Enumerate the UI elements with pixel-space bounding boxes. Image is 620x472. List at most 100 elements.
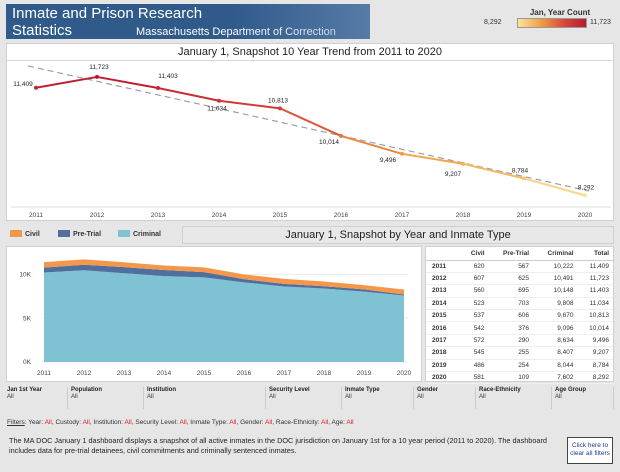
table-cell: 606 bbox=[488, 309, 534, 323]
header-banner: Inmate and Prison Research Statistics Ma… bbox=[6, 4, 370, 39]
table-row[interactable]: 2017 572 290 8,634 9,496 bbox=[426, 334, 613, 348]
data-label: 11,409 bbox=[13, 81, 33, 88]
table-cell: 581 bbox=[462, 371, 489, 385]
filter-jan-1st-year[interactable]: Jan 1st Year All bbox=[6, 387, 68, 409]
filter-value: All bbox=[555, 394, 562, 400]
table-cell: 9,096 bbox=[533, 321, 578, 335]
table-cell: 2014 bbox=[426, 297, 463, 311]
x-tick-label: 2016 bbox=[334, 212, 349, 219]
y-tick-label: 0K bbox=[23, 359, 32, 366]
table-cell: 11,409 bbox=[577, 260, 613, 273]
table-row[interactable]: 2020 581 109 7,602 8,292 bbox=[426, 371, 613, 385]
data-point bbox=[95, 74, 99, 79]
filter-value: All bbox=[7, 394, 14, 400]
table-cell: 10,222 bbox=[533, 260, 578, 273]
table-cell: 2017 bbox=[426, 334, 463, 348]
table-row[interactable]: 2013 560 695 10,148 11,403 bbox=[426, 284, 613, 298]
filter-label: Jan 1st Year bbox=[7, 387, 42, 393]
filter-value: All bbox=[71, 394, 78, 400]
data-label: 11,403 bbox=[158, 73, 178, 80]
trend-chart[interactable]: 11,409 2011 11,723 2012 11,403 2013 11,034 2014… bbox=[7, 44, 615, 222]
filter-security-level[interactable]: Security Level All bbox=[268, 387, 342, 409]
line-segment bbox=[157, 86, 220, 102]
trend-chart-panel: 11,409 2011 11,723 2012 11,403 2013 11,034 2014… bbox=[6, 43, 614, 221]
filter-race-ethnicity[interactable]: Race-Ethnicity All bbox=[478, 387, 552, 409]
line-segment bbox=[96, 75, 159, 89]
app-title-line1: Inmate and Prison Research bbox=[12, 5, 203, 22]
x-tick-label: 2018 bbox=[456, 212, 471, 219]
table-cell: 10,014 bbox=[577, 321, 613, 335]
table-row[interactable]: 2018 545 255 8,407 9,207 bbox=[426, 346, 613, 360]
table-header-cell: Pre-Trial bbox=[488, 247, 534, 261]
table-cell: 254 bbox=[488, 359, 534, 373]
table-cell: 620 bbox=[462, 260, 489, 273]
filter-label: Population bbox=[71, 387, 102, 393]
x-tick-label: 2011 bbox=[29, 212, 43, 219]
table-cell: 255 bbox=[488, 346, 534, 360]
table-cell: 10,491 bbox=[533, 272, 578, 286]
table-cell: 542 bbox=[462, 321, 489, 335]
table-row[interactable]: 2014 523 703 9,808 11,034 bbox=[426, 297, 613, 311]
table-cell: 10,813 bbox=[577, 309, 613, 323]
filter-summary-key: Race-Ethnicity: bbox=[275, 419, 322, 426]
table-header-cell bbox=[426, 247, 463, 261]
filter-population[interactable]: Population All bbox=[70, 387, 144, 409]
table-row[interactable]: 2015 537 606 9,670 10,813 bbox=[426, 309, 613, 323]
filter-summary-key: Custody: bbox=[55, 419, 83, 426]
table-cell: 9,496 bbox=[577, 334, 613, 348]
summary-table: Civil Pre-Trial Criminal Total 2011 620 567 10… bbox=[426, 247, 613, 385]
table-cell: 2015 bbox=[426, 309, 463, 323]
legend-item-civil[interactable]: Civil bbox=[10, 230, 40, 238]
table-cell: 8,784 bbox=[577, 359, 613, 373]
table-cell: 11,723 bbox=[577, 272, 613, 286]
line-segment bbox=[340, 134, 403, 155]
line-segment bbox=[35, 75, 98, 89]
line-segment bbox=[279, 107, 342, 137]
legend-item-criminal[interactable]: Criminal bbox=[118, 230, 161, 238]
filter-age-group[interactable]: Age Group All bbox=[554, 387, 614, 409]
table-cell: 9,670 bbox=[533, 309, 578, 323]
table-cell: 486 bbox=[462, 359, 489, 373]
legend-swatch-civil bbox=[10, 230, 22, 237]
filter-label: Institution bbox=[147, 387, 176, 393]
filter-summary-value: All bbox=[346, 419, 354, 426]
table-cell: 625 bbox=[488, 272, 534, 286]
filter-value: All bbox=[417, 394, 424, 400]
table-row[interactable]: 2019 486 254 8,044 8,784 bbox=[426, 359, 613, 373]
area-chart[interactable]: 0K 5K 10K 2011 2012 2013 2014 2015 2016 2017 2018 2… bbox=[7, 247, 423, 383]
filter-summary-value: All bbox=[265, 419, 273, 426]
x-tick-label: 2011 bbox=[37, 370, 51, 377]
x-tick-label: 2014 bbox=[157, 370, 172, 377]
x-tick-label: 2019 bbox=[517, 212, 532, 219]
table-row[interactable]: 2012 607 625 10,491 11,723 bbox=[426, 272, 613, 286]
x-tick-label: 2013 bbox=[151, 212, 166, 219]
filter-institution[interactable]: Institution All bbox=[146, 387, 266, 409]
filter-bar: Jan 1st Year All Population All Institution A… bbox=[6, 387, 614, 409]
x-tick-label: 2020 bbox=[397, 370, 412, 377]
filter-summary-value: All bbox=[179, 419, 187, 426]
color-legend-min: 8,292 bbox=[484, 19, 502, 26]
x-tick-label: 2019 bbox=[357, 370, 372, 377]
table-header-row: Civil Pre-Trial Criminal Total bbox=[426, 247, 613, 261]
table-row[interactable]: 2016 542 376 9,096 10,014 bbox=[426, 321, 613, 335]
table-row[interactable]: 2011 620 567 10,222 11,409 bbox=[426, 260, 613, 273]
table-cell: 537 bbox=[462, 309, 489, 323]
table-cell: 8,292 bbox=[577, 371, 613, 385]
clear-filters-button[interactable]: Click here to clear all filters bbox=[567, 437, 613, 464]
legend-item-pretrial[interactable]: Pre-Trial bbox=[58, 230, 101, 238]
data-point bbox=[156, 85, 160, 90]
filter-summary-key: Year: bbox=[28, 419, 45, 426]
line-segment bbox=[462, 162, 525, 180]
x-tick-label: 2013 bbox=[117, 370, 132, 377]
table-cell: 290 bbox=[488, 334, 534, 348]
x-tick-label: 2016 bbox=[237, 370, 252, 377]
inmate-type-title: January 1, Snapshot by Year and Inmate T… bbox=[182, 226, 614, 244]
table-cell: 2016 bbox=[426, 321, 463, 335]
filter-inmate-type[interactable]: Inmate Type All bbox=[344, 387, 414, 409]
table-cell: 8,634 bbox=[533, 334, 578, 348]
table-cell: 109 bbox=[488, 371, 534, 385]
filter-gender[interactable]: Gender All bbox=[416, 387, 476, 409]
filter-value: All bbox=[479, 394, 486, 400]
filter-label: Race-Ethnicity bbox=[479, 387, 521, 393]
table-cell: 2019 bbox=[426, 359, 463, 373]
